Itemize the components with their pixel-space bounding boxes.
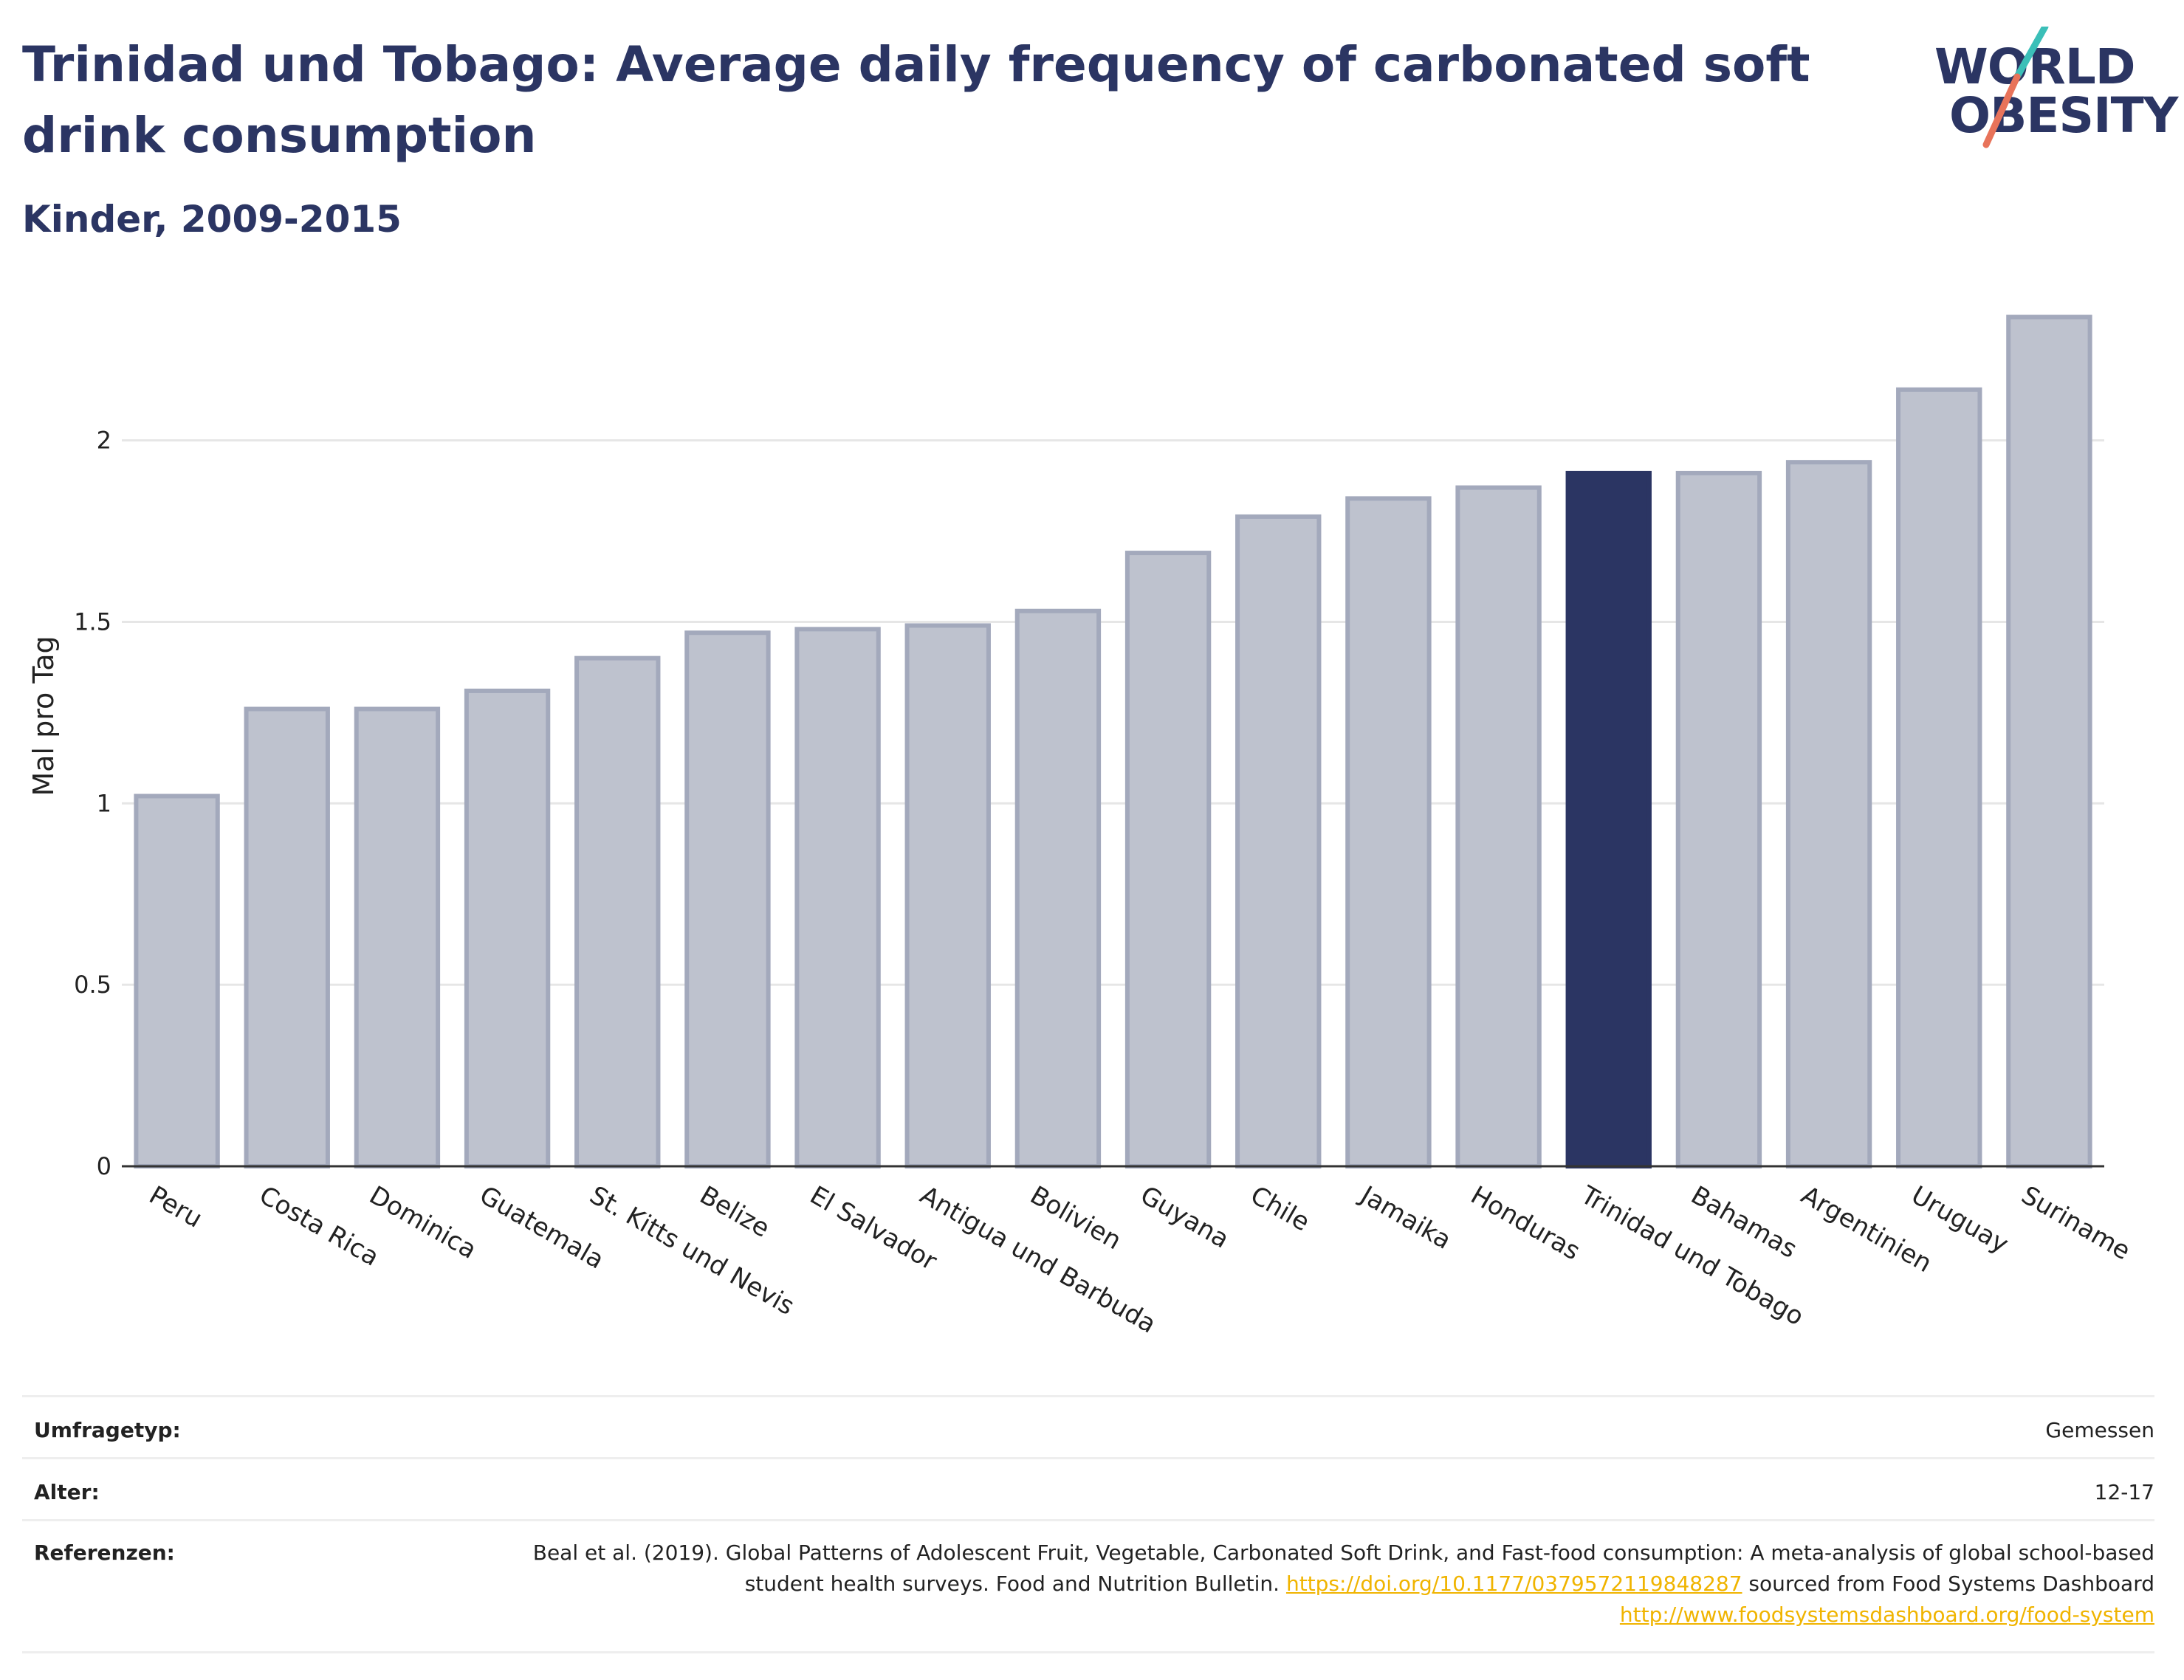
bar — [2006, 314, 2092, 1168]
x-tick-label: Costa Rica — [254, 1180, 384, 1273]
bar — [244, 706, 330, 1168]
bar — [1124, 551, 1212, 1169]
age-value: 12-17 — [2094, 1480, 2154, 1504]
age-label: Alter: — [34, 1480, 100, 1504]
y-tick-label: 1.5 — [74, 608, 111, 636]
reference-source: sourced from Food Systems Dashboard — [1748, 1571, 2154, 1596]
x-tick-label: Jamaika — [1354, 1180, 1456, 1256]
chart-title: Trinidad und Tobago: Average daily frequ… — [22, 36, 1810, 164]
bar — [1675, 470, 1762, 1168]
bar — [1014, 608, 1102, 1168]
bar — [1345, 496, 1432, 1169]
bar — [464, 688, 551, 1168]
bar — [1896, 387, 1982, 1168]
x-tick-label: Guatemala — [475, 1180, 609, 1275]
x-tick-label: St. Kitts und Nevis — [585, 1180, 800, 1321]
bar — [1785, 460, 1872, 1168]
bar — [794, 627, 881, 1169]
bar — [1455, 485, 1542, 1169]
survey-type-row: Umfragetyp: Gemessen — [22, 1395, 2154, 1459]
bars — [134, 314, 2092, 1169]
x-tick-label: Suriname — [2016, 1180, 2135, 1266]
bar — [1235, 514, 1322, 1168]
y-tick-label: 1 — [97, 789, 111, 817]
bar-chart: 0 0.5 1 1.5 2 Peru Costa RicaDominicaGuatemal… — [27, 314, 2135, 1340]
chart-subtitle: Kinder, 2009-2015 — [22, 198, 402, 241]
y-tick-label: 2 — [97, 427, 111, 455]
food-systems-link[interactable]: http://www.foodsystemsdashboard.org/food… — [1619, 1602, 2154, 1627]
references-row: Referenzen: Beal et al. (2019). Global P… — [22, 1519, 2154, 1653]
x-tick-label: Dominica — [364, 1180, 481, 1265]
survey-type-value: Gemessen — [2045, 1418, 2154, 1442]
bar — [134, 793, 220, 1168]
x-tick-label: Honduras — [1466, 1180, 1585, 1266]
doi-link[interactable]: https://doi.org/10.1177/0379572119848287 — [1285, 1571, 1742, 1596]
bar-highlighted — [1565, 470, 1652, 1168]
bar — [354, 706, 441, 1168]
references-text: Beal et al. (2019). Global Patterns of A… — [530, 1538, 2154, 1631]
survey-type-label: Umfragetyp: — [34, 1418, 181, 1442]
x-tick-label: Peru — [144, 1180, 207, 1234]
references-label: Referenzen: — [34, 1540, 175, 1565]
y-tick-label: 0.5 — [74, 971, 111, 999]
bar — [684, 630, 771, 1168]
bar — [904, 623, 991, 1168]
bar — [574, 655, 661, 1168]
reference-citation: Beal et al. (2019). Global Patterns of A… — [532, 1540, 2154, 1596]
x-tick-label: Chile — [1246, 1180, 1315, 1237]
x-tick-label: Guyana — [1136, 1180, 1234, 1254]
age-row: Alter: 12-17 — [22, 1457, 2154, 1521]
y-tick-label: 0 — [97, 1152, 111, 1180]
x-tick-label: Belize — [695, 1180, 775, 1244]
world-obesity-logo: WORLD OBESITY — [1934, 27, 2178, 159]
logo-slash-icon — [1982, 27, 2049, 148]
gridlines — [122, 439, 2104, 986]
y-axis-ticks: 0 0.5 1 1.5 2 — [74, 427, 111, 1180]
y-axis-label: Mal pro Tag — [27, 636, 60, 796]
